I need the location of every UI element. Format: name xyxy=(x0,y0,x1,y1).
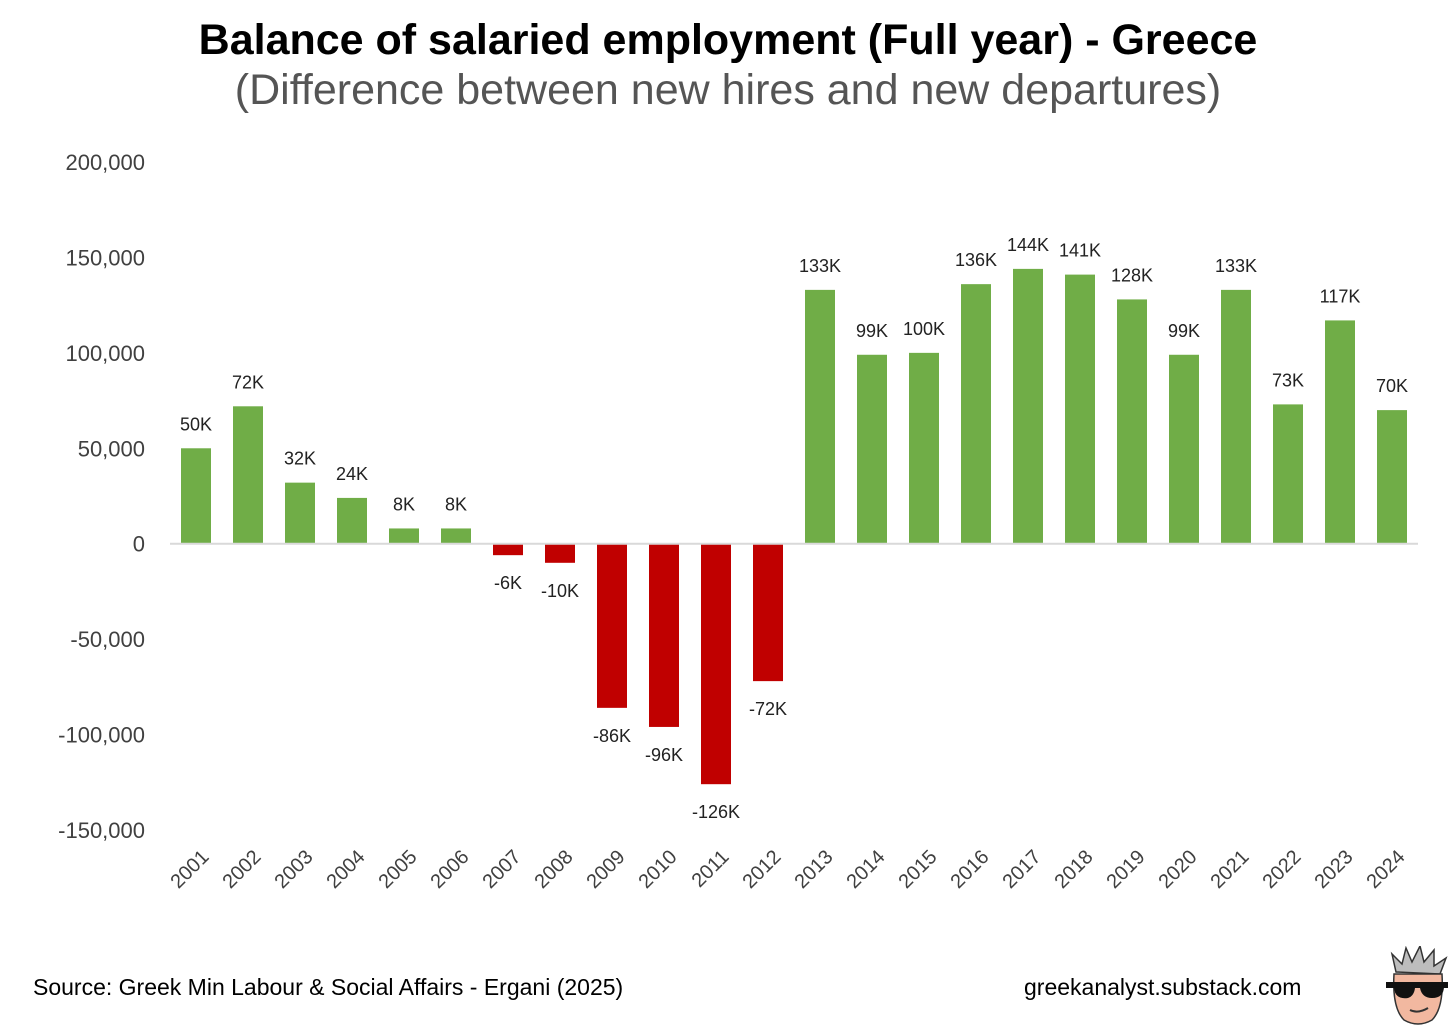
data-label: -72K xyxy=(749,699,787,719)
bar xyxy=(857,354,887,544)
x-tick-label: 2008 xyxy=(531,846,578,893)
x-tick-label: 2023 xyxy=(1311,846,1358,893)
data-label: 24K xyxy=(336,464,368,484)
x-tick-label: 2017 xyxy=(999,846,1046,893)
x-tick-label: 2024 xyxy=(1363,846,1410,893)
chart-subtitle: (Difference between new hires and new de… xyxy=(234,66,1222,114)
data-label: 100K xyxy=(903,319,945,339)
bar xyxy=(961,284,991,544)
x-tick-label: 2016 xyxy=(947,846,994,893)
bar xyxy=(181,448,211,544)
bar xyxy=(285,482,315,544)
x-tick-label: 2002 xyxy=(219,846,266,893)
data-label: 70K xyxy=(1376,376,1408,396)
x-tick-label: 2012 xyxy=(739,846,786,893)
site-link[interactable]: greekanalyst.substack.com xyxy=(1024,974,1302,1000)
x-tick-label: 2005 xyxy=(375,846,422,893)
bar xyxy=(233,406,263,544)
bar xyxy=(909,352,939,544)
data-label: 133K xyxy=(1215,256,1257,276)
data-label: 133K xyxy=(799,256,841,276)
data-label: 8K xyxy=(393,494,415,514)
x-tick-label: 2015 xyxy=(895,846,942,893)
source-note: Source: Greek Min Labour & Social Affair… xyxy=(33,974,624,1000)
bar xyxy=(805,289,835,544)
cartoon-face-logo-icon xyxy=(1386,946,1448,1025)
x-tick-label: 2006 xyxy=(427,846,474,893)
bar xyxy=(1117,299,1147,544)
bar xyxy=(753,543,783,682)
data-label: 99K xyxy=(856,321,888,341)
data-label: 136K xyxy=(955,250,997,270)
data-label: -6K xyxy=(494,573,522,593)
bar-chart: 200,000 150,000 100,000 50,000 0 -50,000 -100,… xyxy=(58,150,1418,893)
bar xyxy=(545,543,575,563)
x-tick-label: 2021 xyxy=(1207,846,1254,893)
data-label: 73K xyxy=(1272,370,1304,390)
data-label: 8K xyxy=(445,494,467,514)
x-tick-label: 2009 xyxy=(583,846,630,893)
x-tick-label: 2014 xyxy=(843,846,890,893)
data-label: 128K xyxy=(1111,265,1153,285)
x-tick-label: 2019 xyxy=(1103,846,1150,893)
x-tick-label: 2022 xyxy=(1259,846,1306,893)
data-label: 72K xyxy=(232,372,264,392)
y-tick-label: -150,000 xyxy=(58,818,145,843)
data-label: 50K xyxy=(180,414,212,434)
y-tick-label: 50,000 xyxy=(78,436,145,461)
x-tick-label: 2018 xyxy=(1051,846,1098,893)
y-tick-label: 100,000 xyxy=(65,341,145,366)
data-label: 144K xyxy=(1007,235,1049,255)
x-tick-label: 2011 xyxy=(688,846,734,892)
x-tick-label: 2007 xyxy=(479,846,526,893)
y-tick-label: 150,000 xyxy=(65,245,145,270)
bar xyxy=(1325,320,1355,544)
bar xyxy=(1273,404,1303,544)
bar xyxy=(1065,274,1095,544)
y-tick-label: 200,000 xyxy=(65,150,145,175)
x-tick-label: 2004 xyxy=(323,846,370,893)
data-label: -96K xyxy=(645,745,683,765)
x-tick-label: 2013 xyxy=(791,846,838,893)
data-label: -126K xyxy=(692,802,740,822)
x-tick-label: 2020 xyxy=(1155,846,1202,893)
data-label: 117K xyxy=(1320,286,1361,306)
data-label: 32K xyxy=(284,449,316,469)
bar xyxy=(1169,354,1199,544)
chart-title: Balance of salaried employment (Full yea… xyxy=(198,16,1258,64)
bar xyxy=(337,497,367,544)
data-label: 99K xyxy=(1168,321,1200,341)
bar xyxy=(1013,268,1043,544)
x-tick-label: 2003 xyxy=(271,846,318,893)
bar xyxy=(1221,289,1251,544)
bar xyxy=(701,543,731,785)
bar xyxy=(389,528,419,544)
bar xyxy=(441,528,471,544)
y-tick-label: -100,000 xyxy=(58,723,145,748)
bar xyxy=(493,543,523,556)
data-label: -10K xyxy=(541,581,579,601)
bar xyxy=(1377,410,1407,544)
bar xyxy=(649,543,679,727)
y-tick-label: -50,000 xyxy=(70,627,145,652)
y-tick-label: 0 xyxy=(133,532,145,557)
data-label: -86K xyxy=(593,726,631,746)
x-tick-label: 2001 xyxy=(167,846,214,893)
bar xyxy=(597,543,627,708)
data-label: 141K xyxy=(1059,241,1101,261)
x-tick-label: 2010 xyxy=(635,846,682,893)
